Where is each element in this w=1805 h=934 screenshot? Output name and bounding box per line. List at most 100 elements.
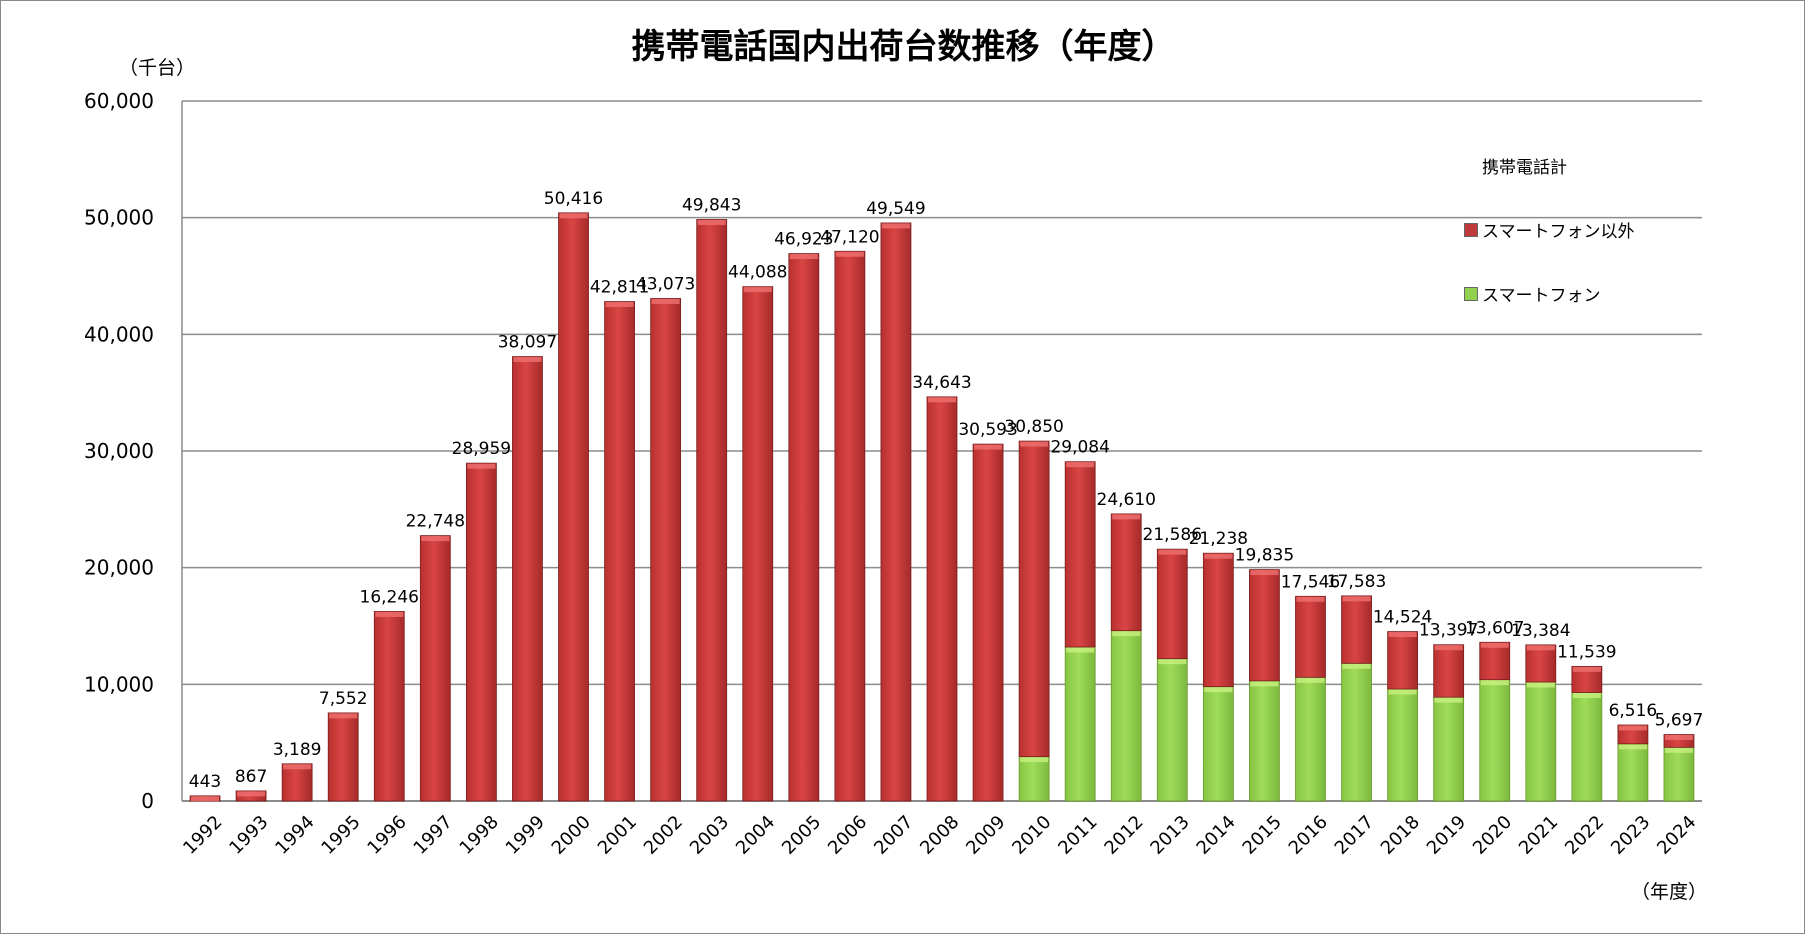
y-tick-label: 0 xyxy=(141,789,154,813)
bar-non-smartphone xyxy=(1341,595,1372,664)
data-label: 49,843 xyxy=(682,195,741,215)
bar-non-smartphone xyxy=(1295,595,1326,678)
bar-smartphone-bevel xyxy=(1388,689,1417,695)
bar-smartphone xyxy=(1202,686,1234,802)
data-label: 28,959 xyxy=(452,439,511,459)
bar-smartphone xyxy=(1571,692,1603,802)
data-label: 30,593 xyxy=(958,420,1017,440)
bar-non-smartphone-bevel xyxy=(1618,725,1647,731)
bar-smartphone-bevel xyxy=(1618,744,1647,750)
x-tick-label: 1997 xyxy=(410,812,457,859)
x-tick-label: 1995 xyxy=(317,812,364,859)
bar-non-smartphone xyxy=(742,286,774,802)
bar-non-smartphone-bevel xyxy=(743,287,772,293)
x-tick-label: 2005 xyxy=(778,812,825,859)
bar-non-smartphone-bevel xyxy=(1066,462,1095,468)
y-tick-label: 20,000 xyxy=(84,556,154,580)
bar-non-smartphone-bevel xyxy=(928,397,956,403)
data-label: 17,546 xyxy=(1281,572,1340,592)
bar-non-smartphone-bevel xyxy=(1526,645,1555,651)
bar-non-smartphone xyxy=(926,396,958,802)
data-label: 443 xyxy=(189,772,221,792)
data-label: 43,073 xyxy=(636,274,695,294)
data-label: 19,835 xyxy=(1235,546,1294,566)
data-label: 13,607 xyxy=(1465,618,1524,638)
bar-smartphone xyxy=(1018,756,1050,802)
bar-non-smartphone xyxy=(604,301,635,802)
bar-non-smartphone xyxy=(1433,644,1465,698)
bar-smartphone-bevel xyxy=(1664,747,1693,753)
bar-non-smartphone-bevel xyxy=(237,791,266,797)
x-axis-unit: （年度） xyxy=(1631,881,1708,903)
x-tick-label: 2018 xyxy=(1377,812,1424,859)
data-label: 24,610 xyxy=(1097,490,1156,510)
x-tick-label: 2014 xyxy=(1193,812,1240,859)
bar-non-smartphone-bevel xyxy=(1664,735,1693,741)
bar-non-smartphone-bevel xyxy=(1020,441,1049,447)
bar-smartphone-bevel xyxy=(1572,693,1601,698)
x-tick-label: 2001 xyxy=(594,812,641,859)
bar-non-smartphone-bevel xyxy=(559,213,588,219)
bar-non-smartphone xyxy=(419,535,451,802)
x-tick-label: 2016 xyxy=(1285,812,1332,859)
data-label: 38,097 xyxy=(498,333,557,353)
x-tick-label: 2012 xyxy=(1100,812,1147,859)
bar-smartphone xyxy=(1525,681,1557,802)
data-label: 42,811 xyxy=(590,278,649,298)
x-tick-label: 2009 xyxy=(962,812,1009,859)
bar-smartphone-bevel xyxy=(1066,647,1095,653)
bar-smartphone-bevel xyxy=(1250,681,1279,687)
x-tick-label: 2010 xyxy=(1008,812,1055,859)
bar-smartphone xyxy=(1341,662,1372,802)
x-tick-label: 1993 xyxy=(225,812,272,859)
bar-non-smartphone-bevel xyxy=(1342,596,1371,602)
x-tick-label: 2000 xyxy=(548,812,595,859)
x-tick-label: 2004 xyxy=(732,812,779,859)
data-label: 21,238 xyxy=(1189,529,1248,549)
bar-non-smartphone-bevel xyxy=(651,298,680,304)
x-tick-label: 2008 xyxy=(916,812,963,859)
data-label: 46,923 xyxy=(774,230,833,250)
legend-swatch-green xyxy=(1464,286,1478,301)
bar-smartphone xyxy=(1479,679,1511,802)
data-label: 13,397 xyxy=(1419,621,1478,641)
chart-title: 携帯電話国内出荷台数推移（年度） xyxy=(631,27,1176,67)
bar-non-smartphone-bevel xyxy=(1480,642,1509,648)
bar-smartphone-bevel xyxy=(1526,682,1555,688)
x-tick-label: 2023 xyxy=(1607,812,1654,859)
x-tick-label: 1996 xyxy=(363,812,410,859)
bar-smartphone xyxy=(1663,746,1695,802)
bar-non-smartphone-bevel xyxy=(974,444,1003,450)
data-label: 47,120 xyxy=(820,227,879,247)
x-tick-label: 1999 xyxy=(502,812,549,859)
data-label: 21,586 xyxy=(1143,525,1202,545)
legend-title: 携帯電話計 xyxy=(1482,158,1567,178)
x-tick-label: 1998 xyxy=(456,812,503,859)
bar-non-smartphone xyxy=(373,611,405,802)
bar-non-smartphone-bevel xyxy=(191,796,220,802)
bar-smartphone-bevel xyxy=(1434,697,1463,703)
bar-smartphone-bevel xyxy=(1020,757,1049,763)
bar-smartphone xyxy=(1433,696,1465,802)
legend-item-non-smartphone: スマートフォン以外 xyxy=(1464,217,1635,242)
x-tick-label: 2024 xyxy=(1653,812,1700,859)
y-axis-unit: （千台） xyxy=(119,57,196,79)
data-label: 29,084 xyxy=(1050,438,1109,458)
bar-smartphone xyxy=(1295,676,1326,802)
data-label: 5,697 xyxy=(1655,711,1704,731)
bar-non-smartphone xyxy=(558,212,589,802)
y-tick-label: 50,000 xyxy=(84,206,154,230)
legend-label: スマートフォン以外 xyxy=(1482,222,1635,242)
x-tick-label: 1992 xyxy=(179,812,226,859)
data-label: 50,416 xyxy=(544,189,603,209)
bar-non-smartphone-bevel xyxy=(1112,514,1141,520)
bar-non-smartphone xyxy=(1018,440,1050,758)
data-label: 867 xyxy=(235,767,267,787)
y-tick-label: 30,000 xyxy=(84,439,154,463)
x-tick-label: 2007 xyxy=(870,812,917,859)
x-tick-label: 2017 xyxy=(1331,812,1378,859)
bar-non-smartphone-bevel xyxy=(1572,666,1601,672)
x-tick-label: 2022 xyxy=(1561,812,1608,859)
bar-non-smartphone xyxy=(880,222,912,802)
